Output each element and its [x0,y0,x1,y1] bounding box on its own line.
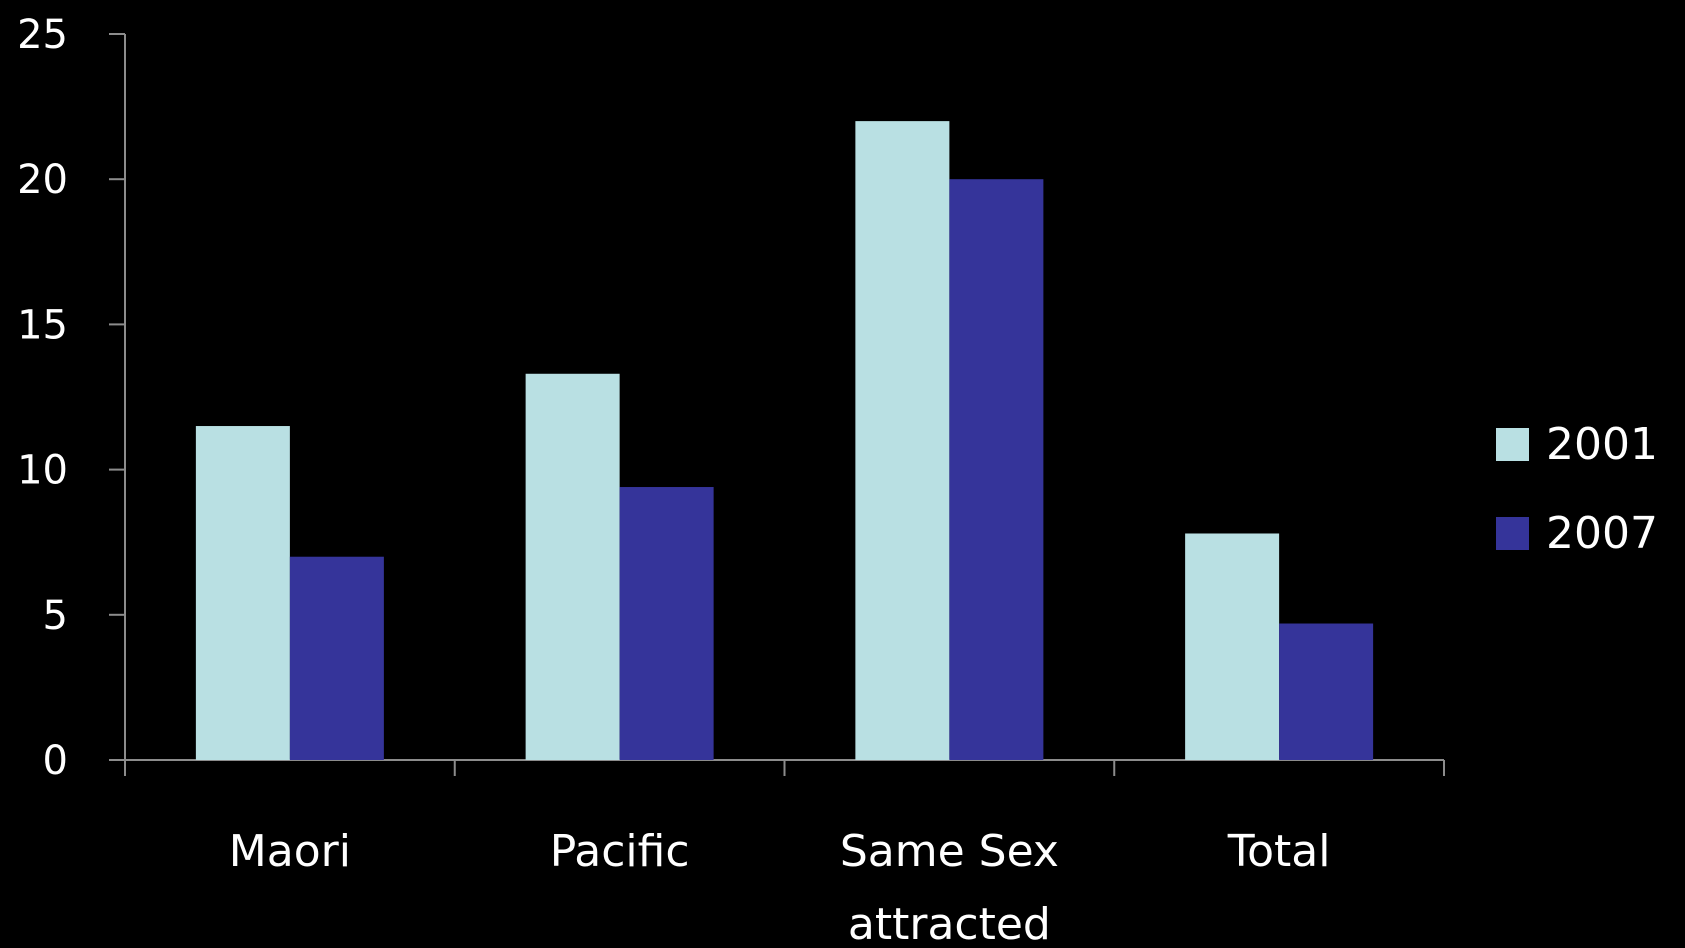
x-category-label-line: Total [1227,826,1331,877]
legend-label: 2007 [1546,508,1658,559]
bar-2007-3 [1279,623,1374,760]
y-tick-label: 20 [17,157,68,203]
y-tick-label: 25 [17,12,68,58]
bar-2001-1 [525,373,620,760]
y-axis: 0 5 10 15 20 25 [17,12,126,784]
bar-2001-0 [195,426,290,760]
y-tick-label: 15 [17,302,68,348]
bar-2001-2 [855,121,950,761]
x-category-label-line: Maori [229,826,351,877]
x-category-label: Pacific [550,826,690,877]
bar-2007-2 [949,179,1044,760]
bar-2001-3 [1185,533,1280,760]
x-category-label: Maori [229,826,351,877]
bar-2007-0 [289,556,384,760]
x-category-label-line: attracted [848,899,1051,948]
bar-2007-1 [619,487,714,760]
y-tick-label: 10 [17,448,68,494]
x-axis: Maori Pacific Same Sex attracted Total [124,759,1445,948]
x-category-label-line: Pacific [550,826,690,877]
x-category-label: Same Sex attracted [840,826,1059,948]
legend: 2001 2007 [1496,419,1658,559]
x-category-label-line: Same Sex [840,826,1059,877]
legend-label: 2001 [1546,419,1658,470]
x-category-label: Total [1227,826,1331,877]
legend-swatch [1496,428,1529,461]
y-tick-label: 5 [43,593,68,639]
y-tick-label: 0 [43,738,68,784]
bars [195,121,1374,761]
legend-swatch [1496,517,1529,550]
